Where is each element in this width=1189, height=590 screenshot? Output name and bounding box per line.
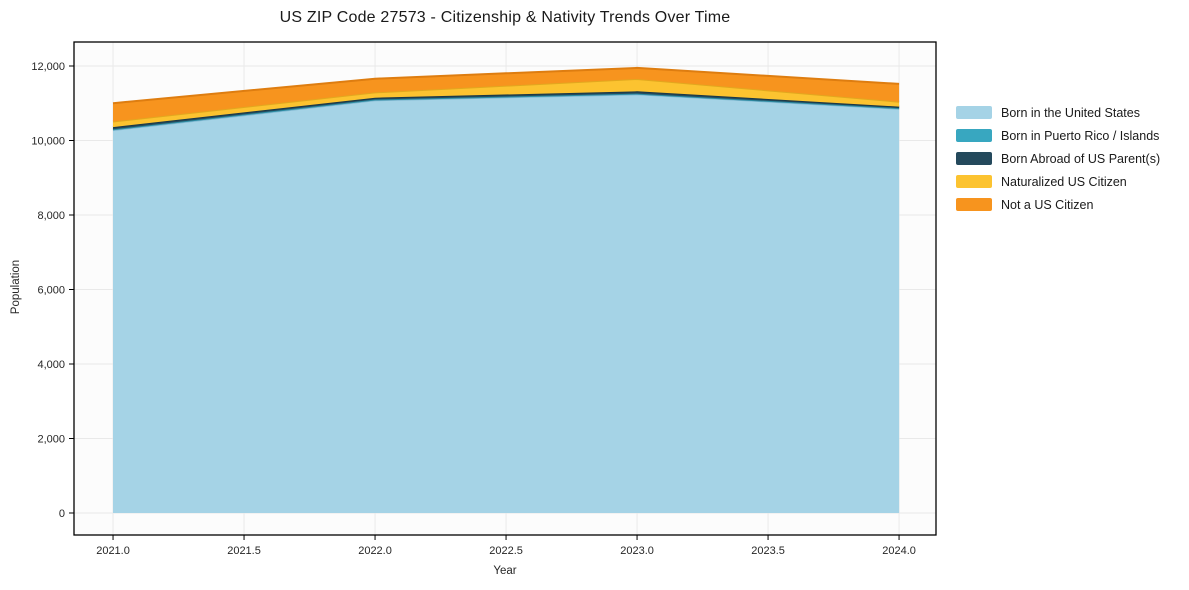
x-tick-label: 2022.5 xyxy=(489,545,523,557)
x-axis-label: Year xyxy=(493,565,517,577)
legend-swatch-born-pr-icon xyxy=(956,129,992,142)
axis-ticks: 0 2,000 4,000 6,000 8,000 10,000 12,000 2021.0 2… xyxy=(31,61,916,557)
legend-label: Naturalized US Citizen xyxy=(1001,174,1127,189)
legend-item: Born Abroad of US Parent(s) xyxy=(956,147,1160,170)
legend-item: Naturalized US Citizen xyxy=(956,170,1160,193)
legend-label: Born in the United States xyxy=(1001,105,1140,120)
plot-frame xyxy=(73,41,937,536)
x-tick-label: 2021.0 xyxy=(96,545,130,557)
x-tick-label: 2021.5 xyxy=(227,545,261,557)
legend-swatch-not-citizen-icon xyxy=(956,198,992,211)
y-tick-label: 4,000 xyxy=(37,359,65,371)
x-tick-label: 2023.0 xyxy=(620,545,654,557)
legend: Born in the United States Born in Puerto… xyxy=(956,101,1160,216)
y-tick-label: 0 xyxy=(59,508,65,520)
x-tick-label: 2022.0 xyxy=(358,545,392,557)
y-axis-label: Population xyxy=(10,259,22,315)
legend-item: Born in the United States xyxy=(956,101,1160,124)
area-series-3 xyxy=(113,79,900,128)
y-tick-label: 6,000 xyxy=(37,284,65,296)
legend-label: Born Abroad of US Parent(s) xyxy=(1001,151,1161,166)
chart-title: US ZIP Code 27573 - Citizenship & Nativi… xyxy=(279,9,731,26)
stacked-areas xyxy=(112,66,900,514)
y-tick-label: 8,000 xyxy=(37,210,65,222)
legend-item: Not a US Citizen xyxy=(956,193,1160,216)
area-series-4 xyxy=(113,67,900,122)
area-edge-4 xyxy=(112,66,900,105)
y-tick-label: 2,000 xyxy=(37,433,65,445)
legend-swatch-born-abroad-icon xyxy=(956,152,992,165)
y-tick-label: 12,000 xyxy=(31,61,65,73)
legend-label: Born in Puerto Rico / Islands xyxy=(1001,128,1160,143)
x-tick-label: 2024.0 xyxy=(882,545,916,557)
area-series-0 xyxy=(113,94,900,514)
legend-swatch-born-us-icon xyxy=(956,106,992,119)
legend-item: Born in Puerto Rico / Islands xyxy=(956,124,1160,147)
y-tick-label: 10,000 xyxy=(31,135,65,147)
x-tick-label: 2023.5 xyxy=(751,545,785,557)
legend-label: Not a US Citizen xyxy=(1001,197,1094,212)
legend-swatch-naturalized-icon xyxy=(956,175,992,188)
